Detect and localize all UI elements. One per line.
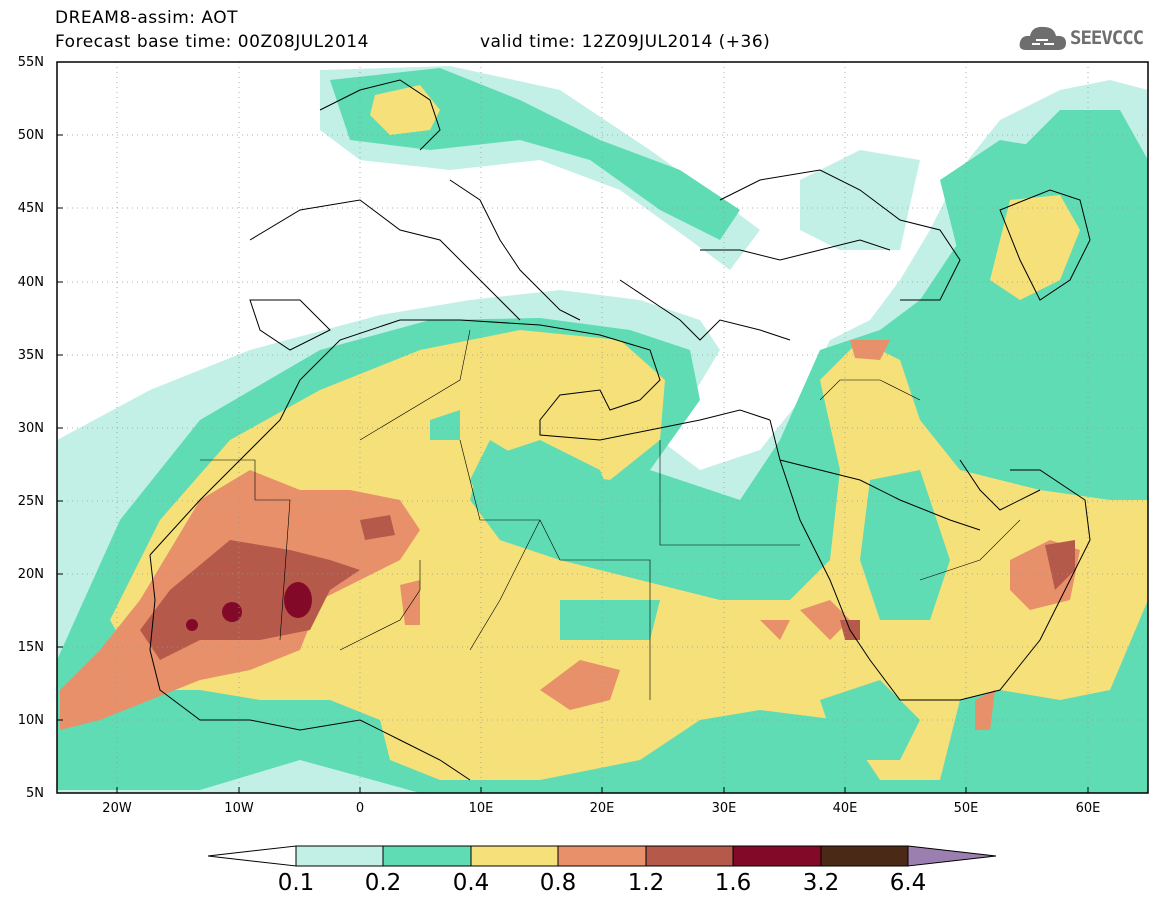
- colorbar-label: 0.2: [364, 870, 402, 896]
- colorbar-swatch: [820, 845, 909, 867]
- lat-tick: 15N: [18, 640, 44, 655]
- valid-time-label: valid time: 12Z09JUL2014 (+36): [480, 32, 771, 52]
- graticule: [57, 62, 1148, 793]
- colorbar-label: 6.4: [889, 870, 927, 896]
- lon-tick: 50E: [954, 801, 979, 816]
- colorbar-swatch: [295, 845, 384, 867]
- borders: [200, 329, 1021, 700]
- colorbar-swatch: [382, 845, 472, 867]
- coastlines: [149, 79, 1091, 781]
- lat-tick: 50N: [18, 128, 44, 143]
- lon-tick-labels: 20W 10W 0 10E 20E 30E 40E 50E 60E: [102, 801, 1100, 816]
- lat-tick: 40N: [18, 275, 44, 290]
- colorbar-label: 0.1: [277, 870, 315, 896]
- lat-tick: 30N: [18, 421, 44, 436]
- lat-tick: 35N: [18, 348, 44, 363]
- colorbar-label: 1.2: [627, 870, 665, 896]
- lat-tick: 55N: [18, 55, 44, 70]
- lat-tick: 5N: [26, 786, 44, 801]
- lon-tick: 10E: [469, 801, 494, 816]
- colorbar-swatch: [557, 845, 647, 867]
- lon-tick: 40E: [833, 801, 858, 816]
- logo-text: SEEVCCC: [1070, 27, 1144, 49]
- lon-tick-marks: [116, 787, 1089, 793]
- aot-band-0.4: [110, 85, 1148, 780]
- colorbar-label: 0.4: [452, 870, 490, 896]
- lat-tick: 45N: [18, 201, 44, 216]
- colorbar-label: 1.6: [714, 870, 752, 896]
- lon-tick: 10W: [224, 801, 254, 816]
- colorbar-swatch: [645, 845, 734, 867]
- lon-tick: 0: [356, 801, 364, 816]
- colorbar-label: 0.8: [539, 870, 577, 896]
- colorbar: [207, 845, 997, 867]
- lat-tick-marks: [57, 134, 63, 721]
- colorbar-swatch: [732, 845, 822, 867]
- colorbar-label: 3.2: [802, 870, 840, 896]
- colorbar-high-arrow: [907, 845, 997, 867]
- base-time-label: Forecast base time: 00Z08JUL2014: [55, 32, 369, 52]
- lon-tick: 20W: [102, 801, 132, 816]
- lon-tick: 30E: [712, 801, 737, 816]
- lat-tick-labels: 5N 10N 15N 20N 25N 30N 35N 40N 45N 50N 5…: [18, 55, 44, 801]
- lat-tick: 25N: [18, 494, 44, 509]
- lon-tick: 60E: [1076, 801, 1101, 816]
- colorbar-swatch: [470, 845, 559, 867]
- chart-title: DREAM8-assim: AOT: [55, 8, 239, 28]
- cloud-icon: [1019, 26, 1066, 50]
- lat-tick: 10N: [18, 713, 44, 728]
- aot-band-0.2-inner: [430, 410, 950, 760]
- aot-band-1.6: [186, 582, 312, 631]
- lon-tick: 20E: [590, 801, 615, 816]
- seevccc-logo: SEEVCCC: [1018, 20, 1158, 60]
- lat-tick: 20N: [18, 567, 44, 582]
- colorbar-low-arrow: [207, 845, 297, 867]
